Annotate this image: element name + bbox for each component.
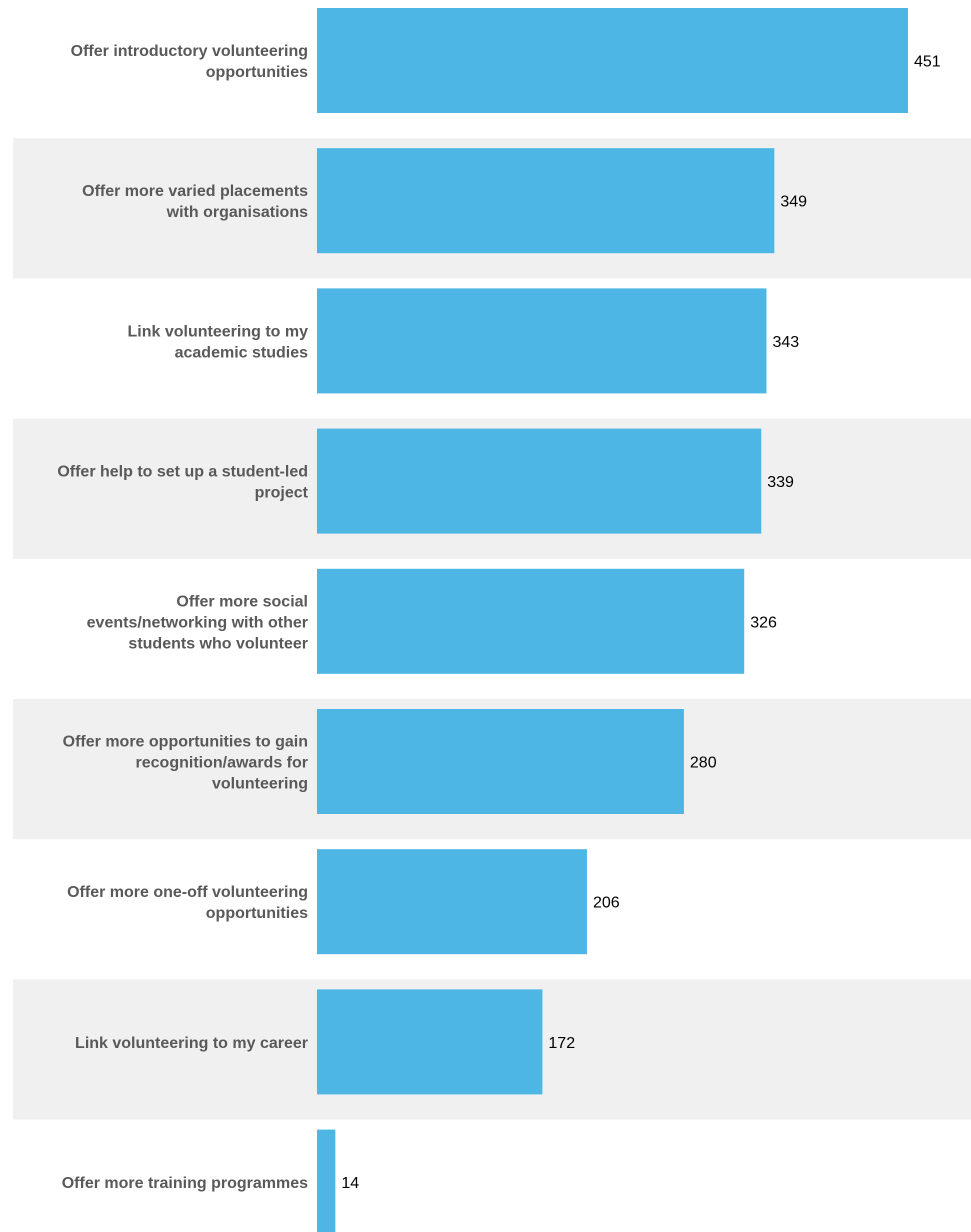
category-label-line: opportunities (206, 64, 308, 81)
category-label: Offer more social events/networking with … (87, 593, 308, 652)
category-label-line: Link volunteering to my career (75, 1035, 308, 1052)
category-label: Link volunteering to my academic studies (128, 323, 309, 361)
bar (317, 1129, 336, 1232)
bar (317, 428, 762, 534)
category-label: Offer more one-off volunteering opportuni… (67, 884, 308, 922)
category-label-line: opportunities (206, 905, 308, 922)
data-label: 339 (767, 474, 794, 491)
category-label: Link volunteering to my career (75, 1035, 308, 1052)
category-label-line: Link volunteering to my (128, 323, 309, 340)
bar (317, 8, 908, 113)
data-label: 326 (750, 614, 777, 631)
category-label-line: Offer more social (176, 593, 308, 610)
category-label-line: with organisations (166, 204, 308, 221)
bar (317, 709, 684, 814)
data-label: 14 (341, 1175, 359, 1192)
bar (317, 568, 745, 674)
category-label-line: recognition/awards for (136, 755, 308, 772)
category-label: Offer more training programmes (62, 1175, 308, 1192)
category-label-line: Offer help to set up a student-led (57, 464, 308, 481)
category-label-line: Offer more opportunities to gain (63, 734, 308, 751)
bar (317, 989, 543, 1095)
category-label-line: Offer introductory volunteering (71, 43, 308, 60)
data-label: 172 (548, 1035, 575, 1052)
category-label: Offer help to set up a student-led projec… (57, 464, 308, 502)
category-label-line: events/networking with other (87, 614, 308, 631)
data-label: 349 (780, 194, 807, 211)
bar (317, 288, 767, 394)
data-label: 280 (690, 755, 717, 772)
category-label: Offer introductory volunteering opportuni… (71, 43, 308, 81)
category-label: Offer more varied placements with organis… (82, 183, 308, 221)
category-label-line: Offer more training programmes (62, 1175, 308, 1192)
data-label: 451 (914, 54, 941, 71)
category-label-line: students who volunteer (128, 635, 308, 652)
data-label: 206 (593, 895, 620, 912)
category-label-line: academic studies (175, 344, 309, 361)
category-label-line: Offer more one-off volunteering (67, 884, 308, 901)
bar (317, 849, 587, 955)
data-label: 343 (772, 334, 799, 351)
category-label-line: Offer more varied placements (82, 183, 308, 200)
category-label: Offer more opportunities to gain recognit… (63, 734, 308, 793)
bar (317, 148, 775, 254)
category-label-line: project (255, 485, 309, 502)
category-label-line: volunteering (212, 776, 308, 793)
